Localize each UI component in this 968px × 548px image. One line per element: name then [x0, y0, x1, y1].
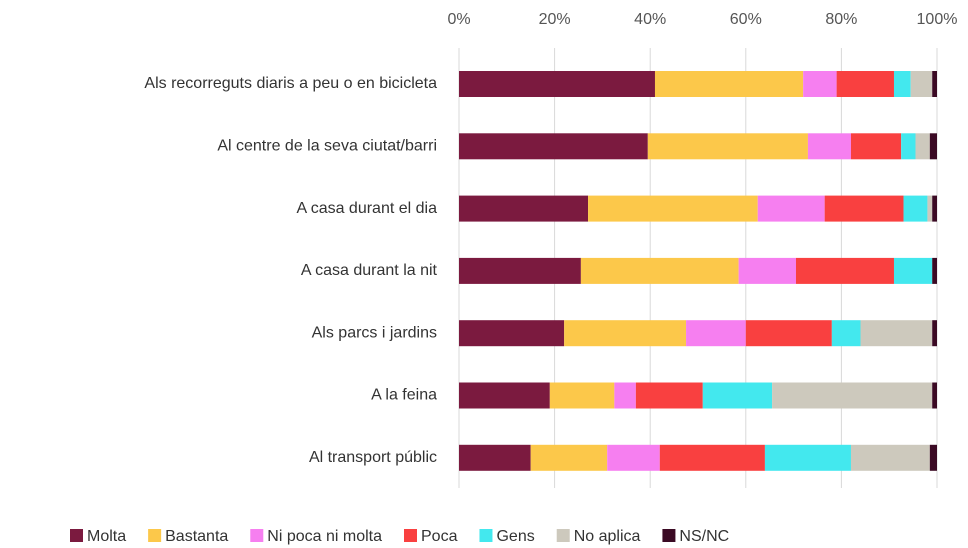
x-tick-label: 0%	[447, 11, 470, 28]
bar-segment	[686, 320, 746, 347]
x-tick-label: 40%	[634, 11, 666, 28]
category-label: Al centre de la seva ciutat/barri	[217, 138, 437, 155]
bar-segment	[915, 133, 930, 160]
bar-segment	[803, 71, 837, 97]
bar-segment	[824, 195, 904, 222]
legend-label: Bastanta	[165, 528, 228, 545]
legend-swatch	[479, 529, 493, 542]
bar-segment	[459, 382, 550, 409]
bar-segment	[932, 71, 937, 97]
bar-segment	[929, 133, 937, 160]
bar-segment	[893, 257, 933, 284]
bar-segment	[932, 320, 937, 347]
bar-segment	[588, 195, 758, 222]
bar-segment	[929, 444, 937, 471]
legend-label: Ni poca ni molta	[267, 528, 382, 545]
legend-swatch	[662, 529, 676, 542]
bar-segment	[764, 444, 851, 471]
bar-segment	[614, 382, 636, 409]
bar-segment	[564, 320, 687, 347]
category-label: A casa durant la nit	[301, 262, 438, 279]
bar-segment	[459, 320, 565, 347]
legend-label: No aplica	[574, 528, 641, 545]
bar-segment	[932, 382, 937, 409]
bar-segment	[910, 71, 933, 97]
bar-segment	[459, 133, 648, 160]
bar-segment	[772, 382, 933, 409]
bar-segment	[903, 195, 928, 222]
bar-segment	[860, 320, 933, 347]
bar-segment	[580, 257, 739, 284]
legend-swatch	[148, 529, 162, 542]
bar-segment	[932, 257, 937, 284]
legend-label: Poca	[421, 528, 458, 545]
category-label: A la feina	[371, 387, 437, 404]
x-tick-label: 80%	[825, 11, 857, 28]
bar-segment	[893, 71, 911, 97]
bar-segment	[654, 71, 804, 97]
category-label: A casa durant el dia	[296, 200, 437, 217]
category-label: Als recorreguts diaris a peu o en bicicl…	[144, 75, 437, 92]
legend-swatch	[556, 529, 570, 542]
category-label: Al transport públic	[309, 449, 437, 466]
bar-segment	[607, 444, 660, 471]
bar-segment	[459, 257, 581, 284]
bar-segment	[738, 257, 796, 284]
bar-segment	[459, 71, 655, 97]
bar-segment	[702, 382, 773, 409]
bar-segment	[549, 382, 615, 409]
bar-segment	[635, 382, 703, 409]
bar-segment	[807, 133, 851, 160]
legend-swatch	[404, 529, 417, 542]
bar-segment	[927, 195, 933, 222]
legend-swatch	[250, 529, 264, 542]
bar-segment	[850, 133, 902, 160]
bar-segment	[850, 444, 930, 471]
bar-segment	[530, 444, 608, 471]
bar-segment	[901, 133, 916, 160]
legend-swatch	[70, 529, 83, 542]
legend-label: Gens	[496, 528, 534, 545]
bar-segment	[647, 133, 808, 160]
bar-segment	[659, 444, 765, 471]
bar-segment	[757, 195, 825, 222]
x-tick-label: 100%	[917, 11, 958, 28]
bar-segment	[745, 320, 832, 347]
bar-segment	[831, 320, 861, 347]
legend-label: Molta	[87, 528, 126, 545]
bar-segment	[795, 257, 894, 284]
bar-segment	[459, 195, 589, 222]
x-tick-label: 60%	[730, 11, 762, 28]
legend-label: NS/NC	[679, 528, 729, 545]
bar-segment	[459, 444, 531, 471]
x-tick-label: 20%	[539, 11, 571, 28]
bar-segment	[932, 195, 937, 222]
bar-segment	[836, 71, 894, 97]
category-label: Als parcs i jardins	[312, 324, 437, 341]
